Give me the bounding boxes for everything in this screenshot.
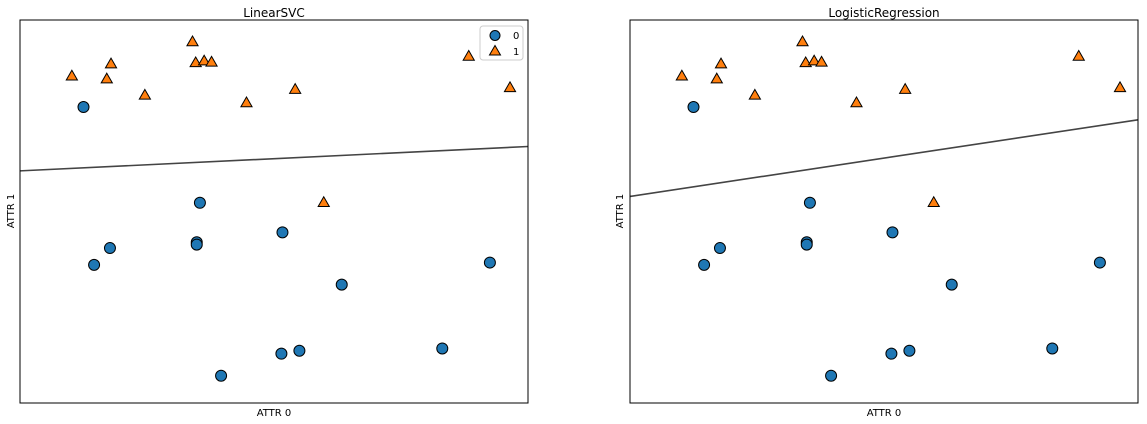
plot-area: [630, 20, 1138, 403]
class-1-point: [807, 54, 821, 66]
class-1-point: [796, 35, 809, 47]
class-0-point: [945, 278, 958, 291]
subplot-linearsvc: LinearSVC ATTR 0 ATTR 1 0 1: [6, 6, 529, 419]
class-1-point: [1072, 49, 1086, 61]
subplot-logisticregression: LogisticRegression ATTR 0 ATTR 1: [615, 6, 1139, 419]
class-1-point: [100, 72, 114, 84]
legend-marker-circle: [489, 30, 501, 41]
class-0-point: [293, 344, 306, 357]
x-axis-label: ATTR 0: [257, 408, 292, 419]
decision-boundary-line: [629, 119, 1139, 198]
decision-boundary-line: [19, 145, 529, 172]
class-0-point: [687, 101, 700, 114]
x-axis-label: ATTR 0: [867, 408, 902, 419]
class-0-point: [103, 242, 116, 255]
class-1-point: [138, 88, 152, 100]
class-0-point: [335, 278, 348, 291]
class-0-point: [215, 369, 228, 382]
class-1-point: [317, 195, 331, 208]
plot-area: [20, 20, 528, 403]
class-1-point: [714, 57, 728, 69]
decision-boundary-group: [629, 119, 1139, 198]
class-0-point: [885, 347, 898, 360]
class-0-point: [1046, 342, 1059, 355]
plot-frame: [19, 19, 529, 404]
class-0-point: [800, 238, 813, 251]
class-1-point: [205, 55, 219, 67]
class-0-point: [190, 238, 203, 251]
legend-label-1: 1: [513, 47, 519, 58]
decision-boundary-group: [19, 145, 529, 172]
class-1-point: [240, 95, 253, 108]
class-1-point: [288, 82, 302, 94]
data-points-group: [675, 35, 1127, 382]
class-0-point: [275, 347, 288, 360]
class-1-point: [815, 55, 829, 67]
class-1-point: [850, 95, 863, 108]
class-0-point: [1093, 256, 1106, 269]
chart-title: LinearSVC: [243, 6, 305, 20]
class-1-point: [65, 69, 79, 81]
legend: 0 1: [479, 25, 524, 61]
y-axis-label: ATTR 1: [6, 194, 17, 229]
class-1-point: [748, 88, 762, 100]
class-1-point: [675, 69, 689, 81]
class-1-point: [710, 72, 724, 84]
class-0-point: [276, 226, 289, 239]
data-points-group: [65, 35, 517, 382]
class-0-point: [698, 258, 711, 271]
y-axis-label: ATTR 1: [615, 194, 626, 229]
plot-frame: [629, 19, 1139, 404]
legend-marker-triangle: [488, 44, 502, 56]
class-1-point: [927, 195, 941, 208]
class-1-point: [104, 57, 118, 69]
class-0-point: [193, 196, 206, 209]
class-0-point: [825, 369, 838, 382]
class-0-point: [903, 344, 916, 357]
legend-label-0: 0: [513, 31, 519, 42]
class-1-point: [186, 35, 199, 47]
class-1-point: [503, 80, 517, 93]
class-0-point: [886, 226, 899, 239]
class-0-point: [483, 256, 496, 269]
class-0-point: [803, 196, 816, 209]
class-0-point: [436, 342, 449, 355]
class-1-point: [1113, 80, 1127, 93]
class-1-point: [898, 82, 912, 94]
class-0-point: [77, 101, 90, 114]
chart-title: LogisticRegression: [828, 6, 939, 20]
class-0-point: [88, 258, 101, 271]
class-1-point: [462, 49, 476, 61]
class-1-point: [197, 54, 211, 66]
class-0-point: [713, 242, 726, 255]
